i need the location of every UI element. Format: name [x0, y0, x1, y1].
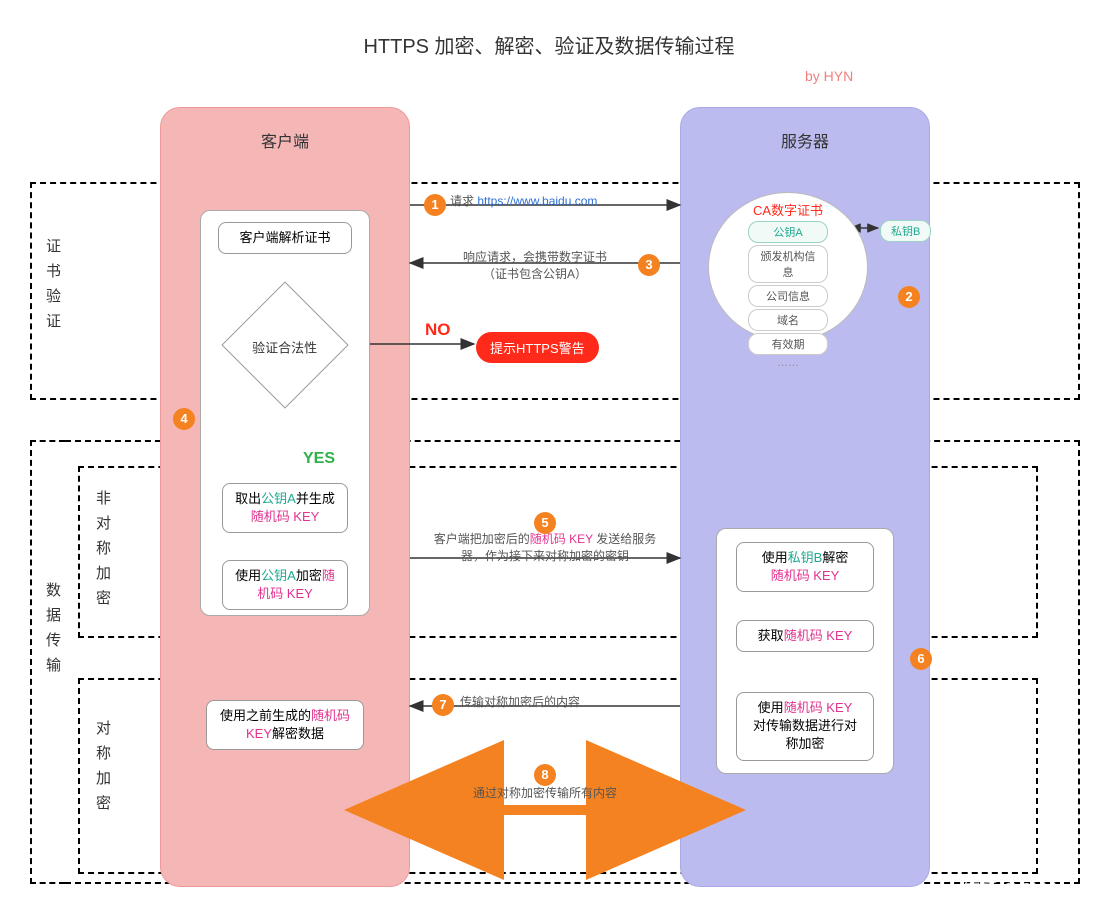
msg-all-content: 通过对称加密传输所有内容 — [440, 784, 650, 801]
badge-3: 3 — [638, 254, 660, 276]
privkey-b: 私钥B — [880, 220, 931, 242]
label-yes: YES — [303, 450, 335, 468]
ca-domain: 域名 — [748, 309, 828, 331]
badge-6: 6 — [910, 648, 932, 670]
label-no: NO — [425, 320, 451, 340]
ca-validity: 有效期 — [748, 333, 828, 355]
node-client-decrypt: 使用之前生成的随机码 KEY解密数据 — [206, 700, 364, 750]
node-parse-cert: 客户端解析证书 — [218, 222, 352, 254]
msg-sym-content: 传输对称加密后的内容 — [460, 693, 660, 710]
watermark: 知乎 @Shirley — [960, 876, 1074, 902]
node-server-getkey: 获取随机码 KEY — [736, 620, 874, 652]
badge-5: 5 — [534, 512, 556, 534]
ca-company: 公司信息 — [748, 285, 828, 307]
node-verify-diamond: 验证合法性 — [240, 300, 330, 390]
client-inner-wrap — [200, 210, 370, 616]
node-https-warning: 提示HTTPS警告 — [476, 332, 599, 363]
badge-2: 2 — [898, 286, 920, 308]
badge-4: 4 — [173, 408, 195, 430]
ca-issuer: 颁发机构信息 — [748, 245, 828, 283]
badge-1: 1 — [424, 194, 446, 216]
node-server-decrypt: 使用私钥B解密随机码 KEY — [736, 542, 874, 592]
ca-pubkey: 公钥A — [748, 221, 828, 243]
node-extract-pubkey: 取出公钥A并生成随机码 KEY — [222, 483, 348, 533]
badge-7: 7 — [432, 694, 454, 716]
ca-content: CA数字证书 公钥A 颁发机构信息 公司信息 域名 有效期 …… — [708, 200, 868, 369]
msg-request: 请求 https://www.baidu.com — [450, 192, 680, 209]
node-server-symencrypt: 使用随机码 KEY对传输数据进行对称加密 — [736, 692, 874, 761]
msg-response: 响应请求，会携带数字证书（证书包含公钥A） — [440, 248, 630, 282]
diamond-label: 验证合法性 — [240, 337, 330, 356]
ca-dots: …… — [708, 357, 868, 369]
msg-send-key: 客户端把加密后的随机码 KEY 发送给服务器，作为接下来对称加密的密钥 — [426, 530, 664, 564]
ca-title: CA数字证书 — [708, 200, 868, 219]
badge-8: 8 — [534, 764, 556, 786]
node-encrypt-randkey: 使用公钥A加密随机码 KEY — [222, 560, 348, 610]
